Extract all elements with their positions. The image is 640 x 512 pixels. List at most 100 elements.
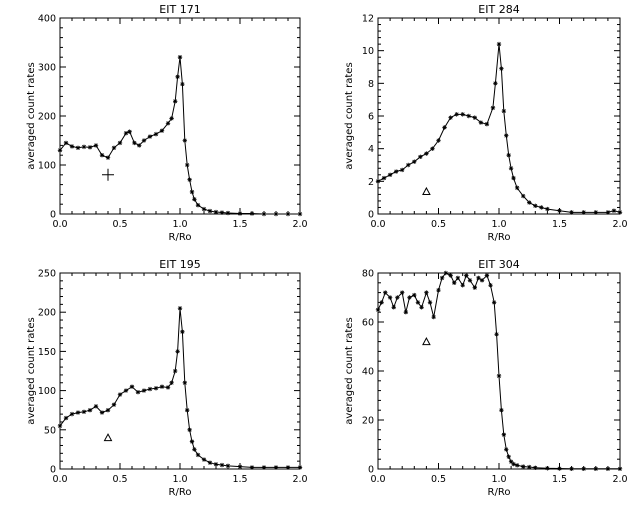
data-point: [506, 153, 511, 158]
data-point: [569, 466, 574, 471]
data-point: [504, 133, 509, 138]
data-point: [393, 169, 399, 174]
x-tick-label: 0.5: [112, 474, 127, 485]
data-point: [521, 193, 526, 199]
data-point: [381, 175, 387, 181]
y-axis-label: averaged count rates: [344, 62, 355, 169]
data-point: [605, 210, 611, 215]
x-tick-label: 1.0: [172, 219, 187, 230]
data-point: [424, 290, 429, 295]
y-tick-label: 40: [362, 367, 374, 378]
y-tick-label: 4: [368, 144, 374, 155]
data-point: [182, 380, 187, 385]
data-point: [391, 305, 396, 310]
data-point: [75, 145, 81, 151]
data-point: [387, 172, 393, 177]
data-point: [147, 134, 153, 139]
data-point: [127, 129, 132, 134]
data-point: [403, 310, 409, 315]
data-point: [175, 349, 180, 354]
data-point: [207, 208, 213, 214]
data-point: [533, 465, 538, 470]
data-point: [460, 112, 465, 117]
data-point: [81, 409, 87, 414]
data-point: [87, 408, 93, 413]
data-point: [467, 278, 473, 283]
series-line: [59, 57, 300, 215]
data-point: [452, 280, 457, 285]
data-point: [491, 300, 497, 305]
y-tick-label: 20: [362, 416, 374, 427]
data-point: [412, 292, 417, 298]
chart-title: EIT 195: [159, 258, 200, 271]
series-line: [377, 272, 620, 470]
x-tick-label: 1.0: [491, 219, 506, 230]
data-point: [159, 128, 165, 133]
x-tick-label: 2.0: [292, 219, 307, 230]
data-point: [165, 385, 171, 390]
y-tick-label: 80: [362, 269, 374, 280]
y-tick-label: 12: [362, 14, 374, 25]
data-point: [539, 205, 544, 210]
data-point: [187, 177, 192, 182]
data-point: [169, 116, 174, 121]
data-point: [169, 380, 174, 385]
y-tick-label: 0: [368, 465, 374, 476]
data-point: [375, 307, 381, 312]
y-tick-label: 8: [368, 79, 374, 90]
data-point: [424, 151, 429, 156]
data-point: [141, 388, 147, 393]
chart-panel-2: EIT 284 0.0 0.5 1.0 1.5 2.0 0 2 4 6 8 10 12 R/Ro avera…: [344, 3, 628, 243]
data-point: [99, 410, 105, 415]
data-point: [496, 373, 502, 379]
data-point: [180, 81, 185, 87]
data-point: [569, 210, 574, 215]
data-point: [219, 210, 225, 215]
chart-title: EIT 304: [478, 258, 519, 271]
data-point: [375, 179, 381, 184]
data-point: [147, 386, 153, 392]
series-line: [377, 44, 621, 213]
y-tick-label: 50: [44, 425, 56, 436]
data-point: [117, 140, 123, 146]
data-point: [180, 329, 185, 334]
data-point: [201, 457, 207, 462]
data-point: [455, 275, 461, 281]
data-point: [219, 462, 225, 468]
data-point: [187, 427, 192, 432]
data-point: [484, 121, 490, 127]
data-point: [454, 112, 459, 117]
data-point: [460, 283, 465, 288]
data-point: [442, 125, 447, 130]
data-point: [182, 138, 187, 143]
data-point: [406, 162, 411, 168]
data-point: [105, 155, 111, 160]
x-tick-label: 0.5: [431, 474, 446, 485]
data-point: [69, 411, 75, 417]
data-point: [137, 143, 142, 148]
data-point: [111, 402, 117, 407]
data-point: [173, 99, 178, 104]
data-point: [521, 464, 526, 469]
x-tick-label: 1.5: [232, 219, 247, 230]
data-point: [448, 273, 453, 278]
data-point: [494, 332, 499, 337]
chart-panel-4: EIT 304 0.0 0.5 1.0 1.5 2.0 0 20 40 60 80 R/Ro avera…: [344, 258, 628, 498]
series-line: [59, 308, 300, 468]
data-point: [415, 300, 421, 305]
y-tick-label: 200: [38, 308, 56, 319]
data-point: [412, 159, 417, 164]
data-point: [464, 273, 469, 278]
triangle-symbol: [422, 337, 431, 346]
data-point: [617, 210, 623, 215]
x-tick-label: 1.0: [491, 474, 506, 485]
data-point: [192, 447, 197, 452]
data-point: [488, 283, 493, 288]
y-tick-label: 100: [38, 161, 56, 172]
data-point: [273, 211, 279, 217]
y-tick-label: 2: [368, 177, 374, 188]
data-point: [201, 206, 207, 212]
x-tick-label: 1.5: [552, 219, 567, 230]
data-point: [436, 287, 441, 293]
data-point: [593, 466, 598, 471]
